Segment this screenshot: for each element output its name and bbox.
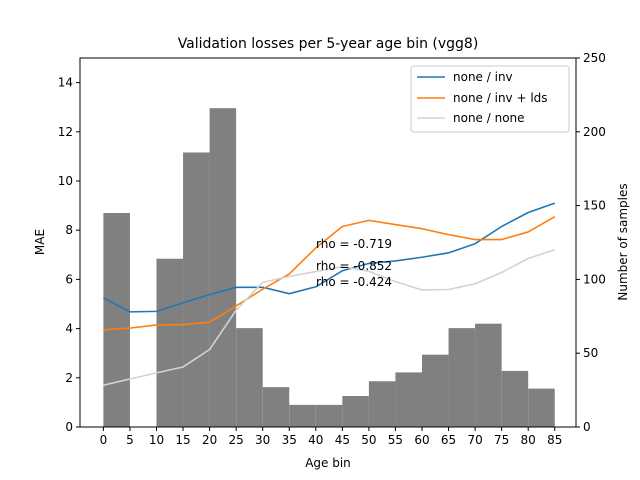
y-axis-label: MAE (33, 229, 47, 255)
legend-label-none-inv: none / inv (453, 70, 513, 84)
x-tick-label: 15 (175, 433, 190, 447)
x-tick-label: 65 (441, 433, 456, 447)
y-tick-label: 4 (65, 322, 73, 336)
x-tick-label: 55 (388, 433, 403, 447)
x-tick-label: 30 (255, 433, 270, 447)
bar-age-45 (342, 396, 369, 427)
y2-tick-label: 100 (583, 272, 606, 286)
y-tick-label: 10 (58, 174, 73, 188)
bar-age-65 (448, 328, 476, 427)
x-axis-label: Age bin (305, 456, 351, 470)
x-tick-label: 5 (126, 433, 134, 447)
x-tick-label: 25 (229, 433, 244, 447)
series-line-none-none (103, 248, 556, 386)
x-tick-label: 50 (361, 433, 376, 447)
y2-tick-label: 150 (583, 199, 606, 213)
legend: none / inv none / inv + lds none / none (410, 65, 570, 133)
x-axis: 0 5 10 15 20 25 30 35 40 45 50 55 60 65 70 75 80 85 (100, 427, 562, 447)
y2-tick-label: 50 (583, 346, 598, 360)
bar-age-75 (501, 370, 529, 427)
bar-age-20 (209, 108, 237, 428)
series-line-none-inv-lds (103, 215, 556, 331)
bar-age-40 (315, 404, 343, 427)
x-tick-label: 70 (467, 433, 482, 447)
y2-tick-label: 250 (583, 51, 606, 65)
y-axis-left: 0 2 4 6 8 10 12 14 (58, 76, 80, 434)
x-tick-label: 75 (494, 433, 509, 447)
series-line-none-inv (103, 202, 556, 313)
bar-age-15 (183, 152, 210, 428)
y2-tick-label: 200 (583, 125, 606, 139)
rho-annotation-inv-lds: rho = -0.852 (316, 259, 392, 273)
bar-age-25 (236, 328, 263, 427)
y-tick-label: 14 (58, 76, 73, 90)
bar-age-50 (368, 381, 396, 427)
x-tick-label: 10 (149, 433, 164, 447)
x-tick-label: 80 (521, 433, 536, 447)
x-tick-label: 0 (100, 433, 108, 447)
legend-label-none-none: none / none (453, 111, 525, 125)
y-tick-label: 6 (65, 272, 73, 286)
y-tick-label: 0 (65, 420, 73, 434)
legend-box (410, 65, 570, 133)
x-tick-label: 60 (414, 433, 429, 447)
bar-age-0 (103, 212, 130, 427)
rho-annotation-inv: rho = -0.719 (316, 237, 392, 251)
bar-age-30 (262, 387, 290, 427)
bar-age-35 (289, 404, 316, 427)
legend-label-none-inv-lds: none / inv + lds (453, 91, 548, 105)
bar-age-70 (475, 323, 502, 427)
bar-age-60 (422, 354, 449, 427)
rho-annotation-none: rho = -0.424 (316, 275, 392, 289)
y-axis-right: 0 50 100 150 200 250 (576, 51, 606, 434)
bar-age-10 (156, 258, 184, 427)
x-tick-label: 40 (308, 433, 323, 447)
x-tick-label: 45 (335, 433, 350, 447)
y-tick-label: 12 (58, 125, 73, 139)
bars-layer (103, 108, 555, 428)
y-tick-label: 8 (65, 223, 73, 237)
x-tick-label: 85 (547, 433, 562, 447)
x-tick-label: 20 (202, 433, 217, 447)
y2-axis-label: Number of samples (616, 183, 630, 300)
bar-age-80 (528, 388, 555, 427)
lines-layer (103, 202, 556, 386)
x-tick-label: 35 (282, 433, 297, 447)
y-tick-label: 2 (65, 371, 73, 385)
chart-title: Validation losses per 5-year age bin (vg… (178, 36, 479, 52)
y2-tick-label: 0 (583, 420, 591, 434)
plot-frame (79, 57, 577, 428)
bar-age-55 (395, 372, 422, 427)
